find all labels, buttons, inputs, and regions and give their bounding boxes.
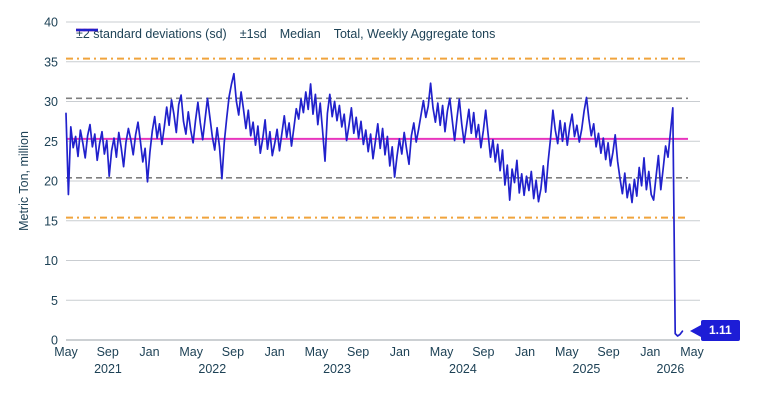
x-tick-label: May [305, 345, 329, 359]
callout-arrow-icon [690, 324, 701, 337]
legend-label-sd1: ±1sd [239, 27, 267, 41]
x-year-label: 2026 [657, 362, 685, 376]
x-tick-label: Sep [222, 345, 244, 359]
end-value-callout: 1.11 [690, 320, 740, 341]
x-year-label: 2025 [573, 362, 601, 376]
y-tick-label: 15 [44, 214, 58, 228]
y-axis-title: Metric Ton, million [17, 131, 31, 231]
y-tick-label: 25 [44, 135, 58, 149]
x-tick-label: Sep [97, 345, 119, 359]
x-tick-label: Sep [347, 345, 369, 359]
x-tick-label: May [430, 345, 454, 359]
legend-item-median: Median [76, 27, 321, 41]
x-tick-label: Jan [139, 345, 159, 359]
callout-value: 1.11 [701, 320, 740, 341]
legend-label-sd2: ±2 standard deviations (sd) [76, 27, 227, 41]
chart-legend: ±2 standard deviations (sd) ±1sd Median … [76, 27, 495, 41]
x-tick-label: Jan [515, 345, 535, 359]
legend-label-total: Total, Weekly Aggregate tons [333, 27, 496, 41]
legend-label-median: Median [279, 27, 321, 41]
legend-item-sd2: ±2 standard deviations (sd) [76, 27, 227, 41]
x-tick-label: May [680, 345, 704, 359]
y-tick-label: 30 [44, 95, 58, 109]
x-tick-label: May [54, 345, 78, 359]
y-tick-label: 35 [44, 55, 58, 69]
x-tick-label: Jan [265, 345, 285, 359]
x-tick-label: May [179, 345, 203, 359]
x-tick-label: Sep [472, 345, 494, 359]
y-tick-label: 40 [44, 16, 58, 30]
solid-line-swatch-icon [76, 28, 98, 32]
legend-item-total: Total, Weekly Aggregate tons [76, 27, 496, 41]
x-tick-label: Jan [390, 345, 410, 359]
x-tick-label: May [555, 345, 579, 359]
x-year-label: 2022 [198, 362, 226, 376]
x-year-label: 2021 [94, 362, 122, 376]
x-tick-label: Jan [640, 345, 660, 359]
y-tick-label: 20 [44, 175, 58, 189]
x-year-label: 2024 [449, 362, 477, 376]
legend-item-sd1: ±1sd [76, 27, 267, 41]
x-tick-label: Sep [597, 345, 619, 359]
y-tick-label: 5 [51, 294, 58, 308]
y-tick-label: 0 [51, 334, 58, 348]
y-tick-label: 10 [44, 254, 58, 268]
total-series-line [65, 72, 684, 337]
x-year-label: 2023 [323, 362, 351, 376]
